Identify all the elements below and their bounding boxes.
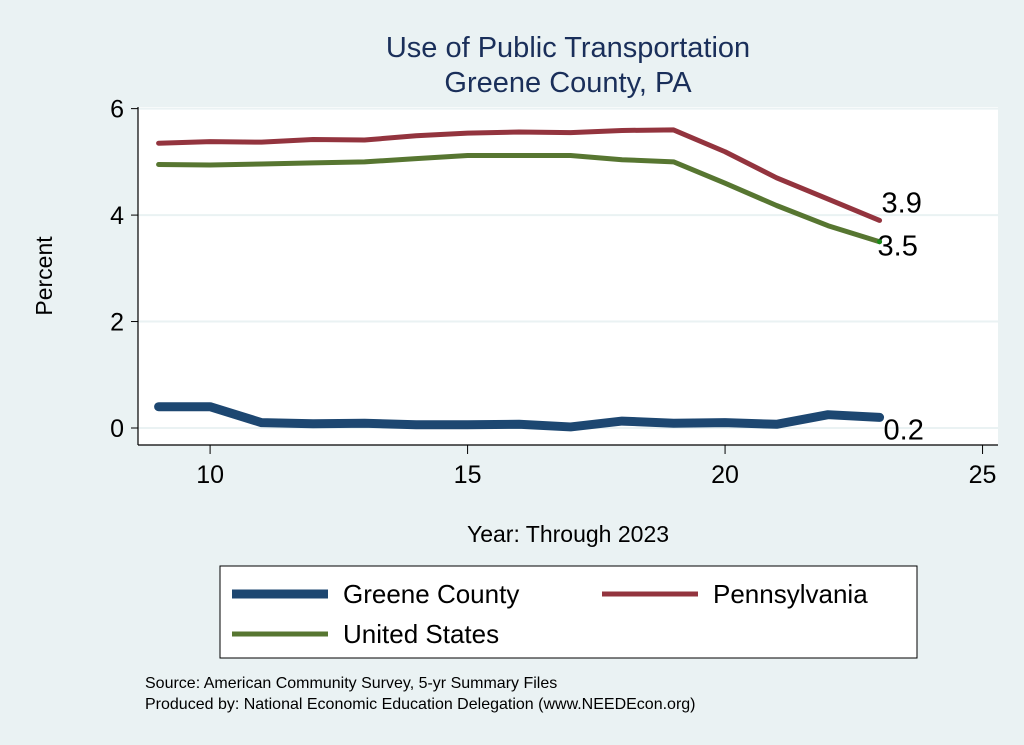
produced-by-note: Produced by: National Economic Education… — [145, 696, 696, 713]
end-marker — [877, 239, 883, 245]
source-note: Source: American Community Survey, 5-yr … — [145, 675, 557, 692]
series-line-pennsylvania — [156, 127, 883, 223]
y-tick-label: 0 — [110, 415, 124, 443]
y-tick-label: 6 — [110, 96, 124, 124]
end-value-label: 3.9 — [882, 187, 922, 219]
x-tick-label: 20 — [711, 461, 739, 489]
y-tick-label: 4 — [110, 202, 124, 230]
x-tick-label: 10 — [196, 461, 224, 489]
end-value-label: 3.5 — [878, 231, 918, 263]
legend-label: Greene County — [343, 579, 519, 609]
legend-label: Pennsylvania — [713, 579, 868, 609]
legend-label: United States — [343, 619, 499, 649]
legend — [219, 565, 918, 659]
y-axis-label: Percent — [31, 236, 57, 316]
chart-subtitle: Greene County, PA — [444, 67, 692, 99]
series-line-greene-county — [154, 402, 885, 432]
x-axis-label: Year: Through 2023 — [467, 521, 669, 547]
chart-title: Use of Public Transportation — [386, 32, 750, 64]
y-tick-label: 2 — [110, 309, 124, 337]
series-line-united-states — [156, 152, 883, 245]
x-tick-label: 15 — [454, 461, 482, 489]
x-tick-label: 25 — [969, 461, 997, 489]
end-value-label: 0.2 — [884, 414, 924, 446]
